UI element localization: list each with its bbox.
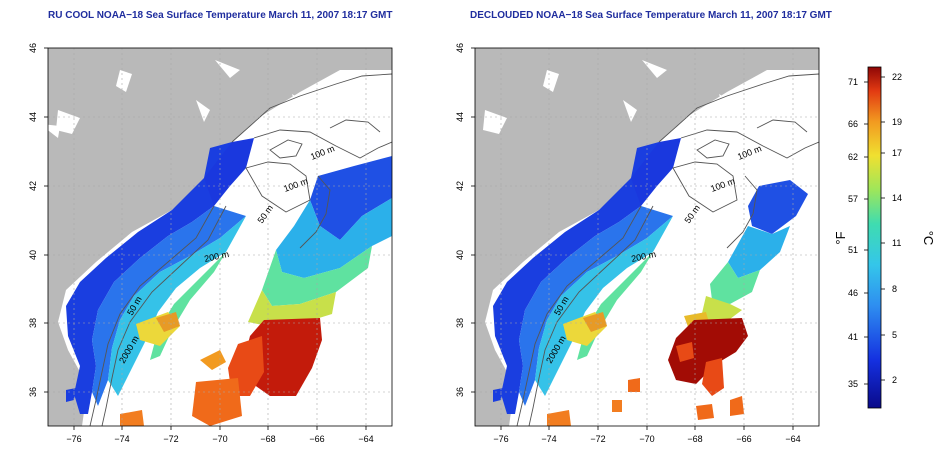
shelf-cold-water	[493, 142, 659, 414]
celsius-tick-label: 11	[892, 238, 901, 248]
y-axis-tick-label: 44	[455, 112, 465, 122]
fahrenheit-tick-label: 62	[848, 152, 858, 162]
y-axis-tick-label: 40	[28, 250, 38, 260]
x-axis-tick-label: −64	[358, 434, 373, 444]
x-axis-tick-label: −76	[493, 434, 508, 444]
x-axis-tick-label: −72	[590, 434, 605, 444]
y-axis-tick-label: 42	[455, 181, 465, 191]
land-mass	[475, 48, 819, 426]
fahrenheit-tick-label: 57	[848, 194, 858, 204]
land-mass	[48, 48, 392, 426]
left-map-panel: 100 m 100 m 50 m 200 m 50 m 2000 m	[47, 47, 393, 427]
y-axis-tick-label: 44	[28, 112, 38, 122]
right-panel-title: DECLOUDED NOAA−18 Sea Surface Temperatur…	[470, 10, 832, 21]
fahrenheit-tick-label: 35	[848, 379, 858, 389]
celsius-tick-label: 5	[892, 330, 897, 340]
x-axis-tick-label: −76	[66, 434, 81, 444]
celsius-axis-title: °C	[921, 231, 936, 246]
celsius-tick-label: 14	[892, 193, 902, 203]
x-axis-tick-label: −64	[785, 434, 800, 444]
celsius-tick-label: 8	[892, 284, 897, 294]
celsius-tick-label: 22	[892, 72, 902, 82]
celsius-tick-label: 17	[892, 148, 902, 158]
y-axis-tick-label: 38	[455, 318, 465, 328]
y-axis-tick-label: 40	[455, 250, 465, 260]
left-panel-title: RU COOL NOAA−18 Sea Surface Temperature …	[48, 10, 393, 21]
fahrenheit-tick-label: 71	[848, 77, 858, 87]
y-axis-tick-label: 42	[28, 181, 38, 191]
celsius-tick-label: 19	[892, 117, 902, 127]
x-axis-tick-label: −66	[309, 434, 324, 444]
celsius-tick-label: 2	[892, 375, 897, 385]
gulf-stream-warm-core	[244, 318, 322, 396]
shelf-cold-water	[66, 142, 232, 414]
x-axis-tick-label: −68	[260, 434, 275, 444]
x-axis-tick-label: −74	[541, 434, 556, 444]
y-axis-tick-label: 36	[28, 387, 38, 397]
x-axis-tick-label: −70	[212, 434, 227, 444]
x-axis-tick-label: −72	[163, 434, 178, 444]
gulf-of-maine-water	[631, 138, 681, 206]
gulf-stream-warm-core	[668, 318, 748, 384]
map-grid	[48, 48, 392, 426]
x-axis-tick-label: −74	[114, 434, 129, 444]
fahrenheit-tick-label: 41	[848, 332, 858, 342]
y-axis-tick-label: 46	[28, 43, 38, 53]
fahrenheit-tick-label: 66	[848, 119, 858, 129]
fahrenheit-axis-title: °F	[833, 231, 848, 244]
right-map-panel: 100 m 100 m 50 m 200 m 50 m 2000 m	[474, 47, 820, 427]
color-bar	[867, 66, 882, 409]
fahrenheit-tick-label: 46	[848, 288, 858, 298]
gulf-of-maine-water	[204, 138, 254, 206]
x-axis-tick-label: −70	[639, 434, 654, 444]
map-grid	[475, 48, 819, 426]
fahrenheit-tick-label: 51	[848, 245, 858, 255]
x-axis-tick-label: −66	[736, 434, 751, 444]
y-axis-tick-label: 38	[28, 318, 38, 328]
y-axis-tick-label: 46	[455, 43, 465, 53]
y-axis-tick-label: 36	[455, 387, 465, 397]
x-axis-tick-label: −68	[687, 434, 702, 444]
